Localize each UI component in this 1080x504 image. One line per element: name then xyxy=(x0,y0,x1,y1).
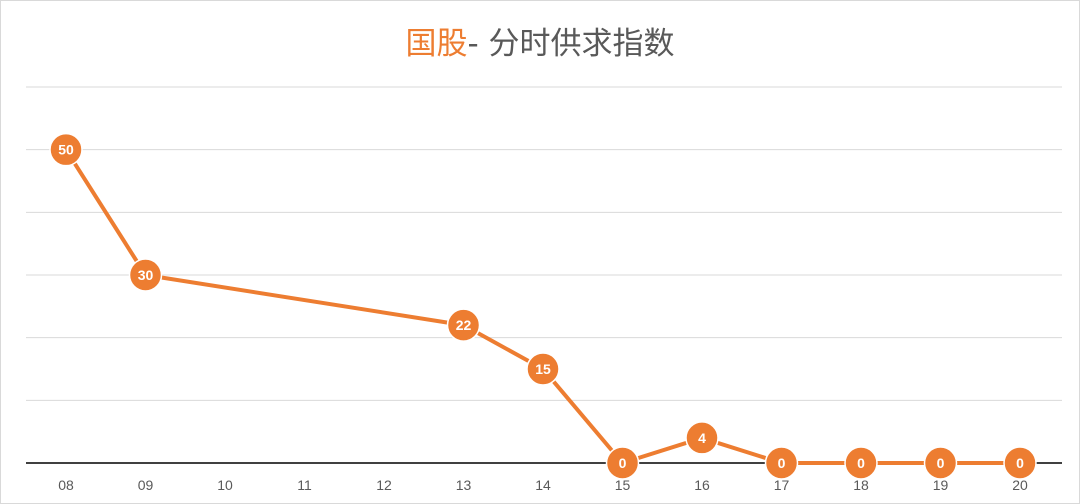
x-axis: 08 09 10 11 12 13 14 15 16 17 18 19 20 xyxy=(26,462,1062,493)
data-points: 50 30 22 15 0 4 0 0 0 0 xyxy=(49,132,1037,480)
data-label: 22 xyxy=(456,317,472,333)
data-point-marker xyxy=(844,446,878,480)
x-tick-label: 12 xyxy=(376,477,392,493)
chart-title: 国股- 分时供求指数 xyxy=(0,24,1080,64)
data-point-marker xyxy=(128,258,163,292)
chart-title-highlight: 国股 xyxy=(405,26,468,62)
data-label: 0 xyxy=(778,455,786,471)
x-tick-label: 20 xyxy=(1012,477,1028,493)
x-tick-label: 19 xyxy=(933,477,949,493)
data-label: 50 xyxy=(58,142,74,158)
data-label: 15 xyxy=(535,361,551,377)
data-label: 0 xyxy=(857,455,865,471)
gridlines xyxy=(26,86,1062,401)
data-point-marker xyxy=(764,446,799,480)
x-tick-label: 09 xyxy=(138,477,154,493)
chart-title-rest: - 分时供求指数 xyxy=(467,26,675,62)
x-tick-label: 08 xyxy=(58,477,74,493)
data-label: 4 xyxy=(698,430,706,446)
x-tick-label: 17 xyxy=(774,477,790,493)
data-point-marker xyxy=(923,446,958,480)
data-point-marker xyxy=(526,352,560,386)
x-tick-label: 11 xyxy=(297,477,312,493)
data-label: 0 xyxy=(1016,455,1024,471)
x-tick-label: 15 xyxy=(615,477,631,493)
x-tick-label: 10 xyxy=(217,477,233,493)
data-label: 0 xyxy=(619,455,627,471)
data-point-marker xyxy=(685,421,719,455)
data-point-marker xyxy=(446,308,481,342)
x-tick-label: 16 xyxy=(694,477,710,493)
x-tick-label: 14 xyxy=(535,477,551,493)
x-tick-label: 13 xyxy=(456,477,472,493)
data-point-marker xyxy=(605,446,640,480)
data-point-marker xyxy=(1003,446,1037,480)
data-label: 30 xyxy=(138,267,154,283)
data-point-marker xyxy=(49,132,83,167)
data-label: 0 xyxy=(937,455,945,471)
series-line xyxy=(64,148,1020,465)
series-path xyxy=(64,148,1020,465)
x-tick-label: 18 xyxy=(853,477,869,493)
